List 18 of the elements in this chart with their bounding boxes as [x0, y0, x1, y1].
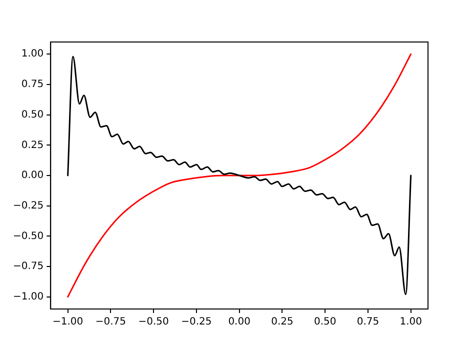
- x-tick-label: 0.25: [271, 316, 294, 328]
- y-tick-label: 0.75: [21, 79, 44, 90]
- x-tick-label: −0.50: [138, 316, 169, 328]
- x-tick-label: 1.00: [400, 316, 422, 328]
- y-tick-label: 1.00: [21, 48, 44, 60]
- x-tick-label: −0.75: [95, 316, 126, 328]
- y-tick-label: −0.50: [12, 230, 44, 242]
- x-tick-label: 0.00: [228, 316, 250, 328]
- y-tick-label: −0.75: [12, 261, 44, 272]
- x-tick-label: 0.50: [314, 316, 336, 328]
- x-tick-label: −0.25: [181, 316, 212, 328]
- x-tick-label: −1.00: [52, 316, 84, 328]
- y-tick-label: −1.00: [12, 291, 44, 302]
- y-tick-label: 0.00: [21, 170, 44, 182]
- y-tick-label: −0.25: [12, 200, 44, 212]
- x-tick-label: 0.75: [356, 316, 380, 328]
- y-tick-label: 0.25: [21, 140, 44, 151]
- y-tick-label: 0.50: [21, 109, 44, 120]
